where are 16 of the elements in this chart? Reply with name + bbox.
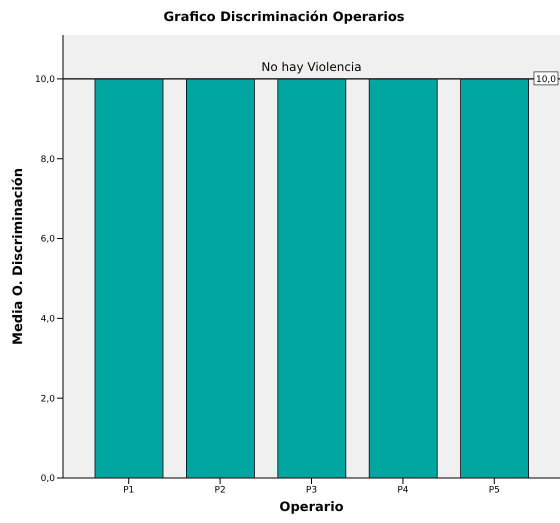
y-tick-label: 2,0: [40, 394, 56, 404]
annotation: 10,0: [536, 74, 556, 85]
x-tick-label: P2: [214, 485, 226, 496]
chart-title: Grafico Discriminación Operarios: [162, 10, 406, 25]
x-axis-title: Operario: [278, 500, 345, 515]
y-tick-label: 6,0: [40, 234, 56, 245]
ref-line-label: No hay Violencia: [261, 60, 362, 74]
y-axis-title: Media O. Discriminación: [10, 168, 26, 344]
y-tick-label: 8,0: [40, 154, 56, 165]
y-tick-label: 10,0: [34, 75, 56, 86]
x-tick-label: P3: [306, 485, 318, 496]
y-tick-label: 4,0: [40, 314, 56, 325]
x-tick-label: P5: [488, 485, 500, 496]
y-tick-label: 0,0: [40, 474, 56, 484]
x-tick-label: P1: [123, 485, 134, 496]
x-tick-label: P4: [397, 485, 409, 496]
